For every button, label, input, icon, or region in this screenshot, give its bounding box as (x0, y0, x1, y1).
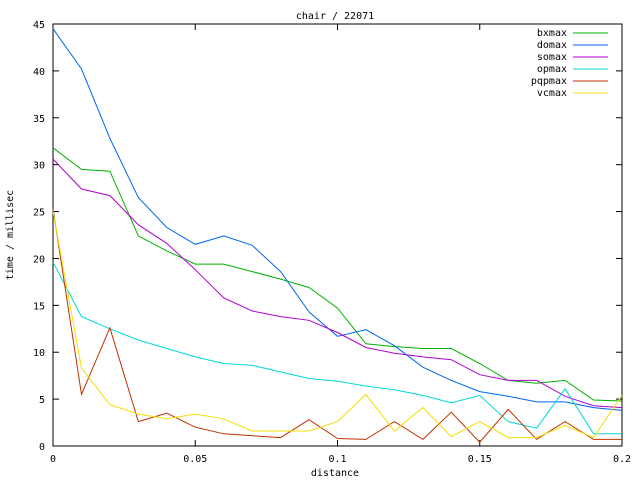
x-tick-label: 0.05 (183, 454, 207, 465)
y-tick-label: 0 (39, 442, 45, 453)
legend-label: domax (537, 40, 567, 51)
x-tick-label: 0 (50, 454, 56, 465)
y-tick-label: 10 (33, 348, 45, 359)
y-tick-label: 20 (33, 254, 45, 265)
x-tick-label: 0.2 (613, 454, 631, 465)
y-tick-label: 45 (33, 20, 45, 31)
legend-label: pqpmax (531, 76, 567, 87)
y-axis-label: time / millisec (5, 190, 16, 280)
y-tick-label: 5 (39, 395, 45, 406)
axis-ticks: 0 5 10 15 20 25 30 35 40 45 0 0.05 0.1 0.15 0.2 (33, 20, 631, 465)
legend-label: vcmax (537, 88, 567, 99)
x-tick-label: 0.1 (328, 454, 346, 465)
y-tick-label: 30 (33, 161, 45, 172)
series-line-pqpmax (52, 208, 622, 443)
x-axis-label: distance (311, 468, 359, 479)
y-tick-label: 35 (33, 114, 45, 125)
y-tick-label: 25 (33, 208, 45, 219)
y-tick-label: 15 (33, 301, 45, 312)
legend-label: opmax (537, 64, 567, 75)
legend-label: bxmax (537, 28, 567, 39)
y-tick-label: 40 (33, 67, 45, 78)
x-tick-label: 0.15 (468, 454, 492, 465)
series-line-bxmax (52, 147, 623, 402)
series-line-opmax (52, 261, 622, 435)
chart-title: chair / 22071 (296, 11, 374, 22)
series-line-vcmax (52, 211, 623, 439)
series-line-domax (52, 28, 623, 411)
legend-label: somax (537, 52, 567, 63)
series-line-somax (52, 158, 623, 409)
series-lines (52, 28, 623, 443)
